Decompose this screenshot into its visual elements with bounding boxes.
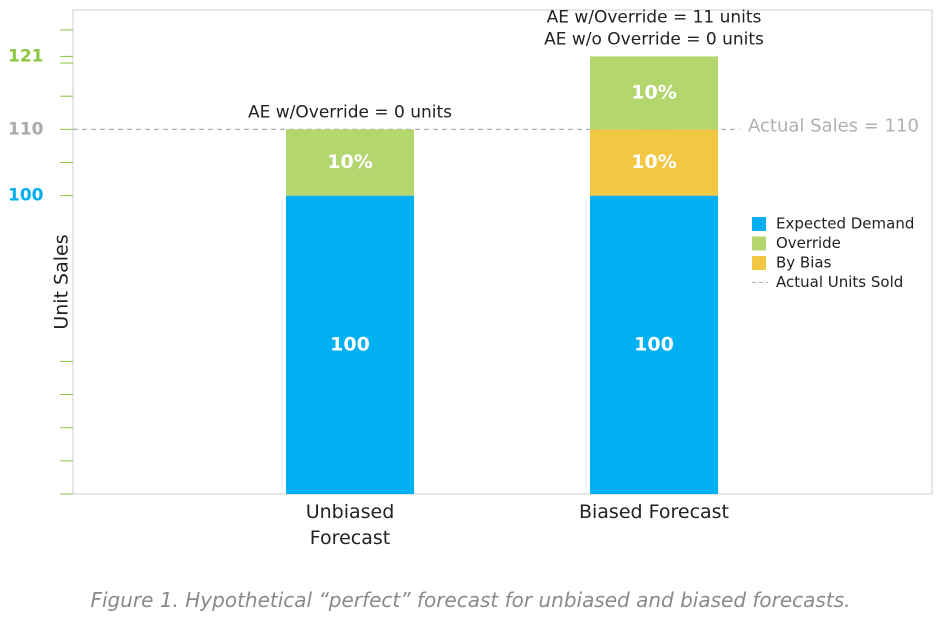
value-label: 10% — [631, 81, 676, 103]
caption: Figure 1. Hypothetical “perfect” forecas… — [90, 588, 851, 612]
y-tick-label: 100 — [8, 186, 44, 206]
value-label: 100 — [634, 333, 674, 355]
reference-label: Actual Sales = 110 — [748, 115, 919, 136]
plot-frame — [72, 9, 933, 495]
bar-segment — [590, 195, 718, 494]
bar-segment — [590, 56, 718, 130]
bar-segment — [590, 129, 718, 196]
annotation: AE w/Override = 0 units — [248, 102, 452, 122]
y-tick-label: 110 — [8, 119, 44, 139]
legend-label: Actual Units Sold — [776, 273, 903, 291]
annotation: AE w/o Override = 0 units — [544, 29, 764, 49]
annotation: AE w/Override = 11 units — [547, 7, 762, 27]
bar-segment — [286, 195, 414, 494]
legend-swatch — [752, 217, 766, 231]
legend-label: Expected Demand — [776, 215, 914, 233]
value-label: 10% — [631, 151, 676, 173]
y-axis-label: Unit Sales — [51, 234, 73, 329]
legend-label: By Bias — [776, 254, 832, 272]
plot: Unit Sales 100 110 121 Actual Sales = 110 10… — [8, 7, 933, 495]
x-tick-label: Unbiased Forecast — [305, 501, 395, 549]
bar-segment — [286, 129, 414, 196]
y-tick-label: 121 — [8, 46, 44, 66]
legend-swatch — [752, 236, 766, 251]
x-tick-label: Biased Forecast — [578, 501, 730, 523]
legend-label: Override — [776, 234, 841, 252]
value-label: 10% — [327, 151, 372, 173]
legend-swatch — [752, 256, 766, 270]
value-label: 100 — [330, 333, 370, 355]
